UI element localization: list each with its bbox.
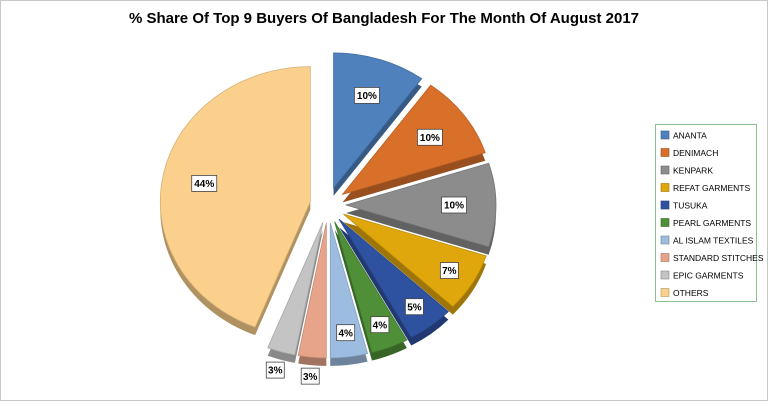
data-label-box	[354, 87, 380, 104]
data-label-box	[336, 324, 356, 342]
legend-label: PEARL GARMENTS	[673, 218, 751, 228]
legend-label: TUSUKA	[673, 200, 708, 210]
legend-label: DENIMACH	[673, 148, 718, 158]
slice	[333, 52, 423, 190]
legend-label: KENPARK	[673, 165, 713, 175]
legend-swatch	[660, 270, 670, 280]
legend-swatch	[660, 235, 670, 245]
legend-swatch	[660, 165, 670, 175]
data-label: 4%	[373, 320, 388, 331]
data-label-box	[441, 196, 467, 214]
data-label: 3%	[268, 366, 283, 377]
legend-swatch	[660, 253, 670, 262]
data-label-box	[405, 298, 424, 316]
legend-label: REFAT GARMENTS	[673, 183, 750, 193]
legend-swatch	[660, 183, 670, 192]
legend-box	[655, 124, 757, 302]
slice	[267, 222, 324, 356]
data-label: 10%	[357, 91, 377, 102]
slice	[341, 84, 486, 196]
slice	[297, 222, 327, 359]
data-label: 44%	[194, 179, 214, 190]
data-label: 10%	[444, 201, 464, 212]
legend-label: ANANTA	[673, 130, 707, 140]
legend-swatch	[660, 218, 670, 227]
legend-swatch	[660, 288, 670, 297]
slice	[344, 162, 497, 248]
legend-swatch	[660, 148, 670, 157]
legend-swatch	[660, 200, 670, 210]
slice	[343, 213, 487, 308]
data-label-box	[417, 128, 443, 146]
chart-title: % Share Of Top 9 Buyers Of Bangladesh Fo…	[129, 10, 639, 27]
legend-label: AL ISLAM TEXTILES	[673, 235, 754, 245]
legend-label: OTHERS	[673, 288, 709, 298]
legend-swatch	[660, 130, 670, 140]
data-label: 5%	[407, 302, 422, 313]
legend-label: STANDARD STITCHES	[673, 253, 764, 263]
data-label: 10%	[420, 133, 440, 144]
slice	[159, 66, 311, 328]
slice	[329, 222, 369, 359]
data-label-box	[300, 367, 320, 385]
data-label-box	[370, 316, 390, 334]
legend-label: EPIC GARMENTS	[673, 270, 744, 280]
data-label: 4%	[338, 328, 353, 339]
data-label-box	[439, 262, 459, 279]
data-label-box	[265, 361, 285, 379]
data-label: 3%	[303, 372, 318, 383]
data-label-box	[191, 175, 218, 192]
data-label: 7%	[442, 266, 457, 277]
